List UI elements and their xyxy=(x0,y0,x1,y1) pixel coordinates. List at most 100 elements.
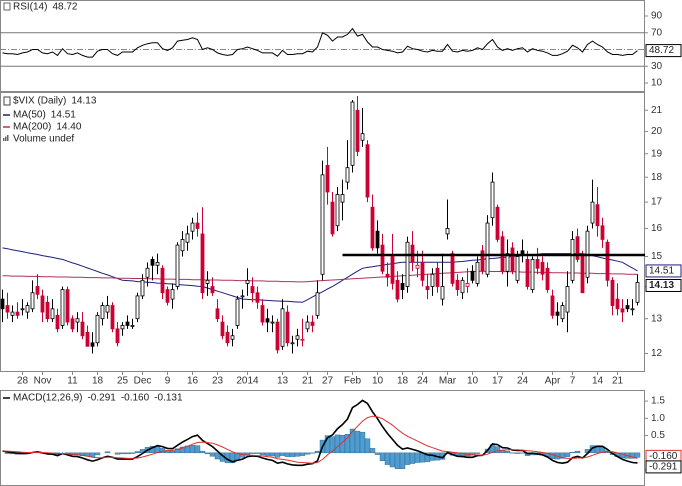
y-tick-label: 12 xyxy=(651,348,663,359)
histogram-bar xyxy=(334,434,341,454)
candle-body xyxy=(190,222,195,232)
candle-body xyxy=(10,311,15,316)
histogram-bar xyxy=(384,452,391,465)
x-tick-label: 28 xyxy=(17,376,29,387)
candle-body xyxy=(275,321,280,351)
y-tick-label: 15 xyxy=(651,251,663,262)
legend-value: 14.51 xyxy=(51,110,76,121)
candle-body xyxy=(445,228,450,235)
candle-body xyxy=(320,174,325,275)
candle-body xyxy=(590,201,595,224)
candle-body xyxy=(80,321,85,337)
candle-body xyxy=(440,286,445,300)
symbol-name: $VIX (Daily) xyxy=(13,96,66,107)
candle-body xyxy=(395,279,400,300)
candle-body xyxy=(470,270,475,281)
histogram-bar xyxy=(304,452,311,455)
candle-body xyxy=(310,321,315,326)
candle-body xyxy=(485,222,490,275)
y-tick-label: 19 xyxy=(651,148,663,159)
histogram-bar xyxy=(429,452,436,461)
rsi-line xyxy=(2,27,638,58)
y-tick-label: 13 xyxy=(651,313,663,324)
candle-body xyxy=(580,253,585,294)
candle-body xyxy=(505,253,510,272)
x-tick-label: 14 xyxy=(592,376,604,387)
candle-body xyxy=(475,261,480,284)
candle-body xyxy=(175,244,180,287)
candle-body xyxy=(520,250,525,255)
histogram-bar xyxy=(349,428,356,454)
candle-body xyxy=(180,239,185,252)
x-tick-label: 11 xyxy=(67,376,78,387)
rsi-name: RSI(14) xyxy=(13,2,47,13)
candle-body xyxy=(455,279,460,291)
candle-body xyxy=(565,286,570,313)
candle-body xyxy=(285,311,290,344)
candle-body xyxy=(465,282,470,287)
histogram-bar xyxy=(214,452,221,460)
candle-body xyxy=(65,289,70,323)
legend-icon xyxy=(3,2,11,11)
value-tag-label: 48.72 xyxy=(649,45,674,56)
histogram-bar xyxy=(369,448,376,454)
histogram-bar xyxy=(294,452,301,457)
histogram-bar xyxy=(634,452,641,458)
y-tick-label: 70 xyxy=(651,27,663,38)
histogram-bar xyxy=(204,452,211,455)
histogram-bar xyxy=(314,450,321,454)
candle-body xyxy=(305,321,310,330)
histogram-bar xyxy=(569,451,576,454)
candle-body xyxy=(50,308,55,320)
candle-body xyxy=(315,292,320,316)
candle-body xyxy=(265,318,270,323)
candle-body xyxy=(525,259,530,287)
histogram-bar xyxy=(119,452,126,455)
candle-body xyxy=(480,250,485,272)
candle-body xyxy=(540,261,545,275)
candle-body xyxy=(15,311,20,316)
candle-body xyxy=(280,308,285,347)
legend-value: 14.40 xyxy=(56,122,81,133)
x-tick-label: Apr xyxy=(545,376,561,387)
candle-body xyxy=(600,225,605,240)
candle-body xyxy=(535,259,540,269)
x-tick-label: 10 xyxy=(467,376,479,387)
histogram-bar xyxy=(404,452,411,465)
candle-body xyxy=(205,279,210,284)
y-tick-label: 20 xyxy=(651,126,663,137)
x-tick-label: 9 xyxy=(165,376,171,387)
y-tick-label: 1.5 xyxy=(651,396,665,407)
value-tag xyxy=(645,460,682,474)
x-tick-label: 10 xyxy=(372,376,384,387)
histogram-bar xyxy=(364,438,371,454)
candle-body xyxy=(255,292,260,303)
histogram-bar xyxy=(289,452,296,457)
histogram-bar xyxy=(104,451,111,454)
candle-body xyxy=(75,318,80,323)
x-tick-label: 18 xyxy=(92,376,104,387)
candle-body xyxy=(630,308,635,311)
x-tick-label: Dec xyxy=(134,376,152,387)
candle-body xyxy=(140,279,145,297)
histogram-bar xyxy=(504,450,511,454)
candle-body xyxy=(405,241,410,287)
histogram-bar xyxy=(359,431,366,454)
candle-body xyxy=(605,241,610,281)
histogram-bar xyxy=(189,445,196,454)
candle-body xyxy=(130,325,135,327)
y-tick-label: 1.0 xyxy=(651,413,665,424)
candle-body xyxy=(510,247,515,272)
value-tag-label: -0.160 xyxy=(649,451,678,462)
value-tag-label: 14.51 xyxy=(649,266,674,277)
histogram-bar xyxy=(169,450,176,454)
histogram-bar xyxy=(249,452,256,454)
candle-body xyxy=(95,314,100,344)
legend-name: MA(200) xyxy=(13,122,51,133)
candle-body xyxy=(380,244,385,272)
candle-body xyxy=(390,256,395,284)
candle-body xyxy=(375,230,380,249)
candle-body xyxy=(435,267,440,287)
y-tick-label: 16 xyxy=(651,223,663,234)
candle-body xyxy=(545,267,550,291)
